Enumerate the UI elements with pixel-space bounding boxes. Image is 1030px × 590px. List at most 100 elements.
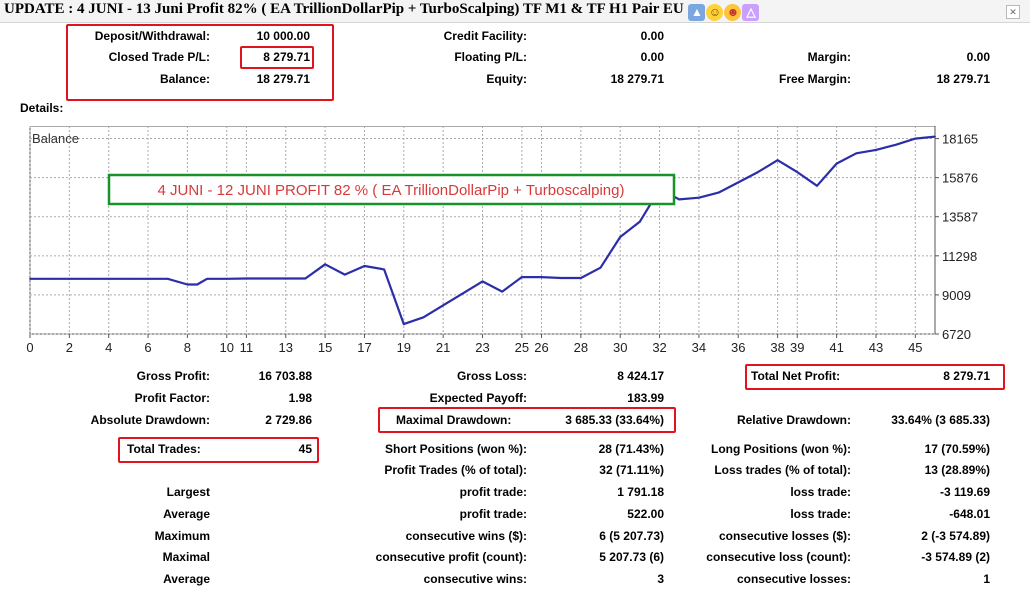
extremes-a-value: 522.00 (627, 507, 664, 521)
x-tick-label: 21 (436, 340, 450, 355)
balance-label: Balance: (159, 72, 210, 86)
x-tick-label: 2 (66, 340, 73, 355)
extremes-a-label: profit trade: (459, 507, 527, 521)
balance-point (422, 316, 425, 319)
x-tick-label: 45 (908, 340, 922, 355)
extremes-b-label: consecutive losses ($): (718, 529, 851, 543)
balance-point (835, 162, 838, 165)
gross-profit-value: 16 703.88 (258, 369, 312, 383)
extremes-b-value: -648.01 (949, 507, 990, 521)
x-tick-label: 15 (318, 340, 332, 355)
closed-pl-label: Closed Trade P/L: (108, 50, 210, 64)
report-title: UPDATE : 4 JUNI - 13 Juni Profit 82% ( E… (4, 1, 760, 21)
equity-value: 18 279.71 (610, 72, 664, 86)
margin-value: 0.00 (966, 50, 990, 64)
balance-point (343, 273, 346, 276)
credit-value: 0.00 (640, 29, 664, 43)
balance-point (29, 277, 31, 280)
expected-payoff-label: Expected Payoff: (429, 391, 527, 405)
deposit-label: Deposit/Withdrawal: (94, 29, 210, 43)
balance-chart-svg: 0 2 4 6 8 10 11 13 15 17 19 21 23 25 26 28 30 32 34 36 38 39 4… (26, 125, 978, 355)
extremes-b-label: consecutive loss (count): (706, 550, 851, 564)
balance-point (914, 137, 917, 140)
chart-title: Balance (32, 131, 79, 146)
extremes-row-name: Average (163, 507, 210, 521)
balance-point (461, 292, 464, 295)
credit-label: Credit Facility: (443, 29, 527, 43)
profit-factor-label: Profit Factor: (134, 391, 210, 405)
equity-label: Equity: (486, 72, 527, 86)
extremes-a-value: 6 (5 207.73) (599, 529, 664, 543)
balance-point (520, 276, 523, 279)
balance-point (875, 149, 877, 151)
extremes-b-value: 1 (983, 572, 990, 586)
extremes-a-label: consecutive profit (count): (375, 550, 527, 564)
y-tick-label: 18165 (942, 132, 978, 147)
y-tick-label: 13587 (942, 210, 978, 225)
chart-annotation: 4 JUNI - 12 JUNI PROFIT 82 % ( EA Trilli… (158, 182, 625, 199)
x-tick-label: 23 (475, 340, 489, 355)
x-tick-label: 28 (574, 340, 588, 355)
maximal-drawdown-value: 3 685.33 (33.64%) (565, 413, 664, 427)
y-tick-label: 6720 (942, 327, 971, 342)
title-bar: UPDATE : 4 JUNI - 13 Juni Profit 82% ( E… (0, 0, 1030, 23)
balance-point (383, 268, 386, 271)
maximal-drawdown-label: Maximal Drawdown: (396, 413, 512, 427)
balance-point (245, 277, 248, 280)
balance-point (166, 277, 169, 280)
close-icon[interactable]: ✕ (1006, 5, 1020, 19)
extremes-a-label: consecutive wins ($): (405, 529, 527, 543)
extremes-row-name: Maximal (162, 550, 210, 564)
x-tick-label: 25 (515, 340, 529, 355)
absolute-drawdown-label: Absolute Drawdown: (90, 413, 210, 427)
balance-point (442, 304, 445, 307)
net-profit-highlight-box (745, 364, 1005, 390)
total-trades-label: Total Trades: (127, 442, 201, 456)
y-tick-label: 11298 (942, 249, 977, 264)
loss-trades-value: 13 (28.89%) (924, 463, 990, 477)
balance-point (698, 196, 700, 199)
free-margin-label: Free Margin: (778, 72, 851, 86)
extremes-b-value: 2 (-3 574.89) (921, 529, 990, 543)
gross-profit-label: Gross Profit: (136, 369, 210, 383)
relative-drawdown-value: 33.64% (3 685.33) (891, 413, 990, 427)
x-tick-label: 36 (731, 340, 745, 355)
x-tick-label: 10 (220, 340, 234, 355)
balance-point (304, 277, 307, 280)
balance-point (757, 171, 759, 174)
x-tick-label: 11 (240, 340, 254, 355)
total-trades-value: 45 (298, 442, 312, 456)
x-tick-label: 19 (397, 340, 411, 355)
balance-point (206, 277, 208, 280)
extremes-b-label: loss trade: (790, 485, 851, 499)
extremes-b-label: loss trade: (790, 507, 851, 521)
balance-point (599, 266, 602, 269)
x-tick-label: 38 (770, 340, 784, 355)
total-trades-highlight-box (118, 437, 319, 463)
extremes-a-value: 1 791.18 (617, 485, 664, 499)
extremes-row-name: Largest (166, 485, 210, 499)
x-tick-label: 26 (534, 340, 548, 355)
floating-pl-label: Floating P/L: (454, 50, 527, 64)
balance-point (186, 283, 189, 286)
profit-trades-value: 32 (71.11%) (599, 463, 664, 477)
balance-point (284, 277, 287, 280)
extremes-a-label: consecutive wins: (423, 572, 527, 586)
deposit-value: 10 000.00 (256, 29, 310, 43)
gross-loss-value: 8 424.17 (617, 369, 664, 383)
title-text: UPDATE : 4 JUNI - 13 Juni Profit 82% ( E… (4, 1, 684, 17)
x-tick-label: 8 (184, 340, 191, 355)
x-tick-label: 32 (652, 340, 666, 355)
balance-point (265, 277, 267, 280)
y-tick-label: 9009 (942, 288, 971, 303)
balance-point (196, 283, 199, 286)
closed-pl-value: 8 279.71 (263, 50, 310, 64)
balance-point (147, 277, 149, 280)
x-tick-label: 0 (26, 340, 33, 355)
x-tick-label: 13 (279, 340, 293, 355)
balance-point (894, 143, 897, 146)
extremes-b-value: -3 574.89 (2) (921, 550, 990, 564)
extremes-b-value: -3 119.69 (939, 485, 990, 499)
balance-point (402, 323, 405, 325)
free-margin-value: 18 279.71 (936, 72, 990, 86)
